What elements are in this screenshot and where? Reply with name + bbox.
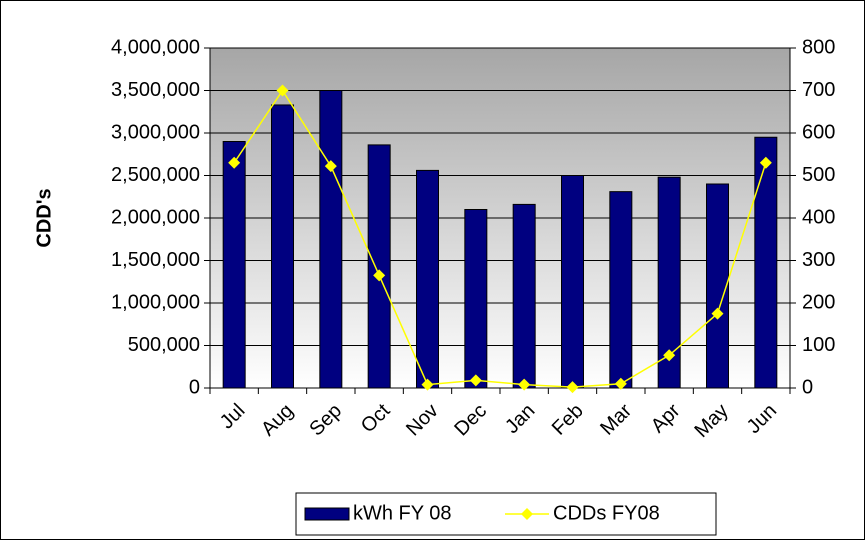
y-tick-label: 2,500,000 [111,164,200,186]
y2-tick-label: 800 [802,36,835,58]
bar [657,176,681,389]
y-tick-label: 500,000 [128,334,200,356]
bar [561,175,584,389]
line-marker [228,156,241,169]
line-marker [373,269,386,282]
y2-tick-label: 500 [802,164,835,186]
y2-tick-label: 0 [802,376,813,398]
y-tick-label: 1,000,000 [111,291,200,313]
bar [271,104,294,389]
bar [367,144,391,389]
legend-label: CDDs FY08 [553,502,660,524]
bar [512,203,536,389]
line-marker [759,156,772,169]
y2-tick-label: 400 [802,206,835,228]
y2-tick-label: 100 [802,334,835,356]
line-marker [614,377,627,390]
y2-tick-label: 300 [802,249,835,271]
line [233,89,767,388]
bar [319,90,343,389]
bar [609,191,633,389]
y-tick-label: 3,000,000 [111,121,200,143]
line-marker [711,307,724,320]
y-tick-label: 4,000,000 [111,36,200,58]
bar [416,169,439,389]
line-marker [518,378,531,391]
line-marker [566,381,579,394]
bar [706,183,729,389]
y2-tick-label: 200 [802,291,835,313]
y-tick-label: 1,500,000 [111,249,200,271]
y2-tick-label: 700 [802,79,835,101]
line-marker [469,374,482,387]
bar [464,209,488,389]
line-marker [324,160,337,173]
y-tick-label: 2,000,000 [111,206,200,228]
line-marker [276,84,289,97]
bar [754,136,778,389]
line-marker [421,378,434,391]
legend-label: kWh FY 08 [353,502,452,524]
y-axis-label: CDD's [33,188,55,247]
y2-tick-label: 600 [802,121,835,143]
legend-marker [521,508,533,520]
line-marker [663,349,676,362]
legend-swatch [304,507,350,521]
bar [222,141,246,389]
y-tick-label: 3,500,000 [111,79,200,101]
y-tick-label: 0 [189,376,200,398]
